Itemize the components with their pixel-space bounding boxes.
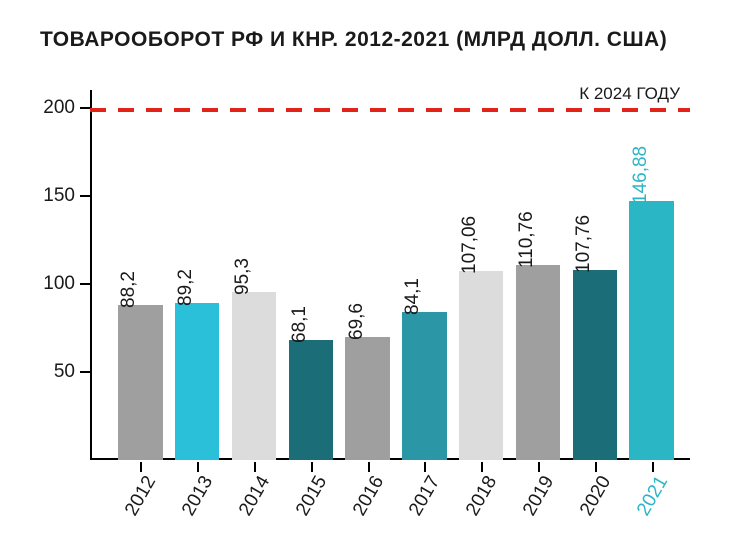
bar-value-label: 95,3 bbox=[232, 258, 254, 295]
x-tick bbox=[652, 462, 654, 472]
bar-value-label: 110,76 bbox=[516, 211, 538, 268]
bar: 88,2 bbox=[118, 305, 162, 460]
bar-value-label: 107,06 bbox=[459, 216, 481, 274]
bar: 110,76 bbox=[516, 265, 560, 460]
bar: 146,88 bbox=[629, 201, 673, 460]
y-tick-label: 150 bbox=[35, 185, 75, 207]
bar: 95,3 bbox=[232, 292, 276, 460]
bar: 68,1 bbox=[289, 340, 333, 460]
x-tick bbox=[481, 462, 483, 472]
y-tick-label: 200 bbox=[35, 97, 75, 119]
bars-group: 88,2 89,2 95,3 68,1 69,6 84,1 107,06 110,76 107,… bbox=[112, 90, 680, 460]
x-tick-label: 2017 bbox=[405, 472, 445, 520]
bar-value-label: 69,6 bbox=[346, 303, 368, 340]
x-tick bbox=[595, 462, 597, 472]
x-tick-label: 2021 bbox=[633, 472, 673, 520]
x-tick bbox=[311, 462, 313, 472]
x-tick bbox=[254, 462, 256, 472]
x-tick bbox=[368, 462, 370, 472]
y-tick bbox=[80, 195, 90, 197]
y-tick-label: 50 bbox=[35, 361, 75, 383]
y-tick bbox=[80, 107, 90, 109]
y-tick bbox=[80, 371, 90, 373]
bar-value-label: 146,88 bbox=[630, 146, 652, 204]
x-tick-label: 2013 bbox=[178, 472, 218, 520]
x-tick bbox=[424, 462, 426, 472]
x-tick-label: 2015 bbox=[292, 472, 332, 520]
chart-title: ТОВАРООБОРОТ РФ И КНР. 2012-2021 (МЛРД Д… bbox=[40, 28, 667, 52]
bar-value-label: 84,1 bbox=[402, 278, 424, 315]
x-tick-label: 2018 bbox=[462, 472, 502, 520]
x-tick-label: 2020 bbox=[576, 472, 616, 520]
bar-value-label: 88,2 bbox=[118, 271, 140, 308]
x-tick bbox=[140, 462, 142, 472]
bar: 84,1 bbox=[402, 312, 446, 460]
y-tick-label: 100 bbox=[35, 273, 75, 295]
bar: 69,6 bbox=[345, 337, 389, 460]
x-tick bbox=[538, 462, 540, 472]
x-tick-label: 2014 bbox=[235, 472, 275, 520]
x-tick bbox=[197, 462, 199, 472]
plot-area: К 2024 ГОДУ 88,289,295,368,169,684,1107,… bbox=[90, 90, 680, 460]
x-tick-label: 2019 bbox=[519, 472, 559, 520]
x-tick-label: 2016 bbox=[349, 472, 389, 520]
bar-value-label: 68,1 bbox=[289, 306, 311, 343]
y-axis bbox=[90, 90, 92, 460]
bar: 107,06 bbox=[459, 271, 503, 460]
bar-value-label: 107,76 bbox=[573, 215, 595, 273]
bar: 107,76 bbox=[573, 270, 617, 460]
chart-container: ТОВАРООБОРОТ РФ И КНР. 2012-2021 (МЛРД Д… bbox=[0, 0, 737, 550]
y-tick bbox=[80, 283, 90, 285]
x-tick-label: 2012 bbox=[121, 472, 161, 520]
bar: 89,2 bbox=[175, 303, 219, 460]
bar-value-label: 89,2 bbox=[175, 269, 197, 306]
